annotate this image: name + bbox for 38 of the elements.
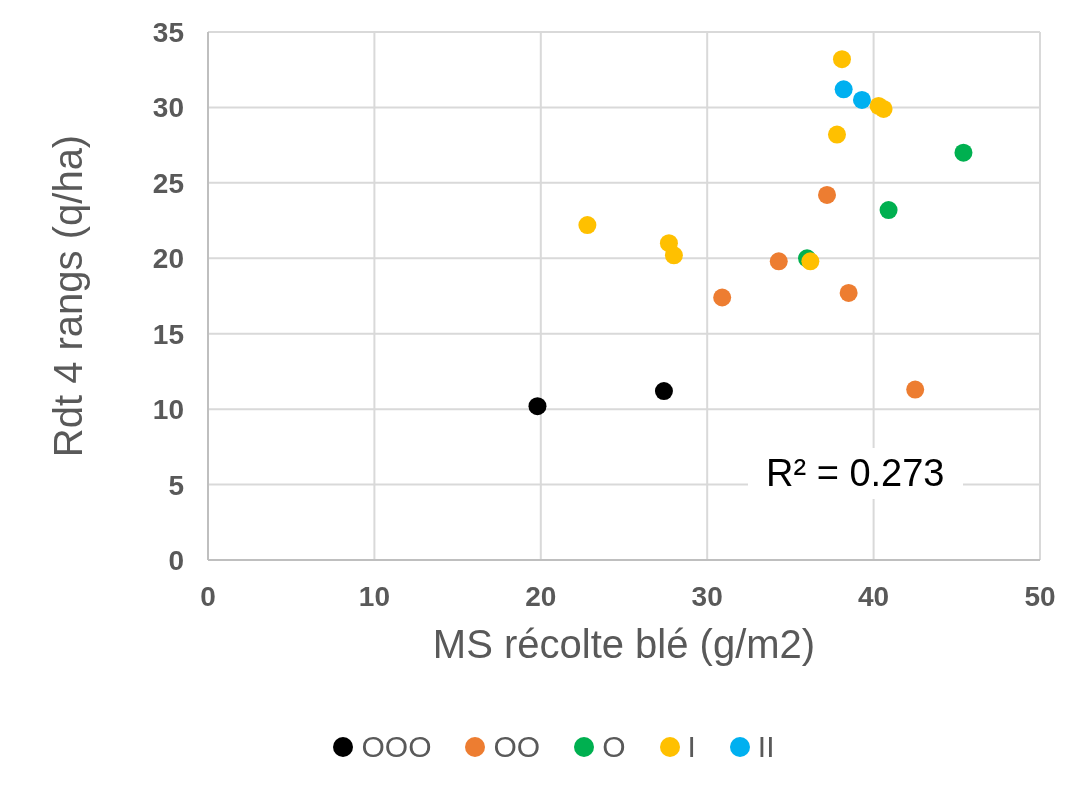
legend-label: OO (493, 730, 541, 764)
point (834, 80, 853, 99)
x-tick-label: 30 (691, 580, 723, 612)
annotation: R² = 0.273 (748, 448, 963, 499)
y-tick-label: 25 (152, 167, 184, 199)
legend-label: II (757, 730, 775, 764)
x-tick-label: 40 (858, 580, 890, 612)
x-tick-label: 0 (200, 580, 216, 612)
point (879, 201, 898, 220)
point (528, 397, 547, 416)
point (954, 143, 973, 162)
point (839, 283, 858, 302)
y-tick-label: 20 (152, 243, 184, 275)
point (906, 380, 925, 399)
point (578, 216, 597, 235)
y-tick-label: 10 (152, 394, 184, 426)
point (664, 246, 683, 265)
point (818, 185, 837, 204)
y-tick-label: 0 (168, 544, 184, 576)
y-tick-label: 5 (168, 469, 184, 501)
legend-label: OOO (361, 730, 432, 764)
point (827, 125, 846, 144)
y-tick-label: 30 (152, 92, 184, 124)
y-axis-title: Rdt 4 rangs (q/ha) (46, 134, 91, 458)
point (852, 90, 871, 109)
x-tick-label: 10 (358, 580, 390, 612)
point (832, 50, 851, 69)
x-tick-label: 50 (1024, 580, 1056, 612)
point (874, 99, 893, 118)
legend-label: I (687, 730, 696, 764)
x-axis-title: MS récolte blé (g/m2) (432, 622, 816, 667)
point (713, 288, 732, 307)
legend-label: O (602, 730, 626, 764)
y-tick-label: 15 (152, 318, 184, 350)
y-tick-label: 35 (152, 16, 184, 48)
point (769, 252, 788, 271)
point (654, 382, 673, 401)
x-tick-label: 20 (525, 580, 557, 612)
